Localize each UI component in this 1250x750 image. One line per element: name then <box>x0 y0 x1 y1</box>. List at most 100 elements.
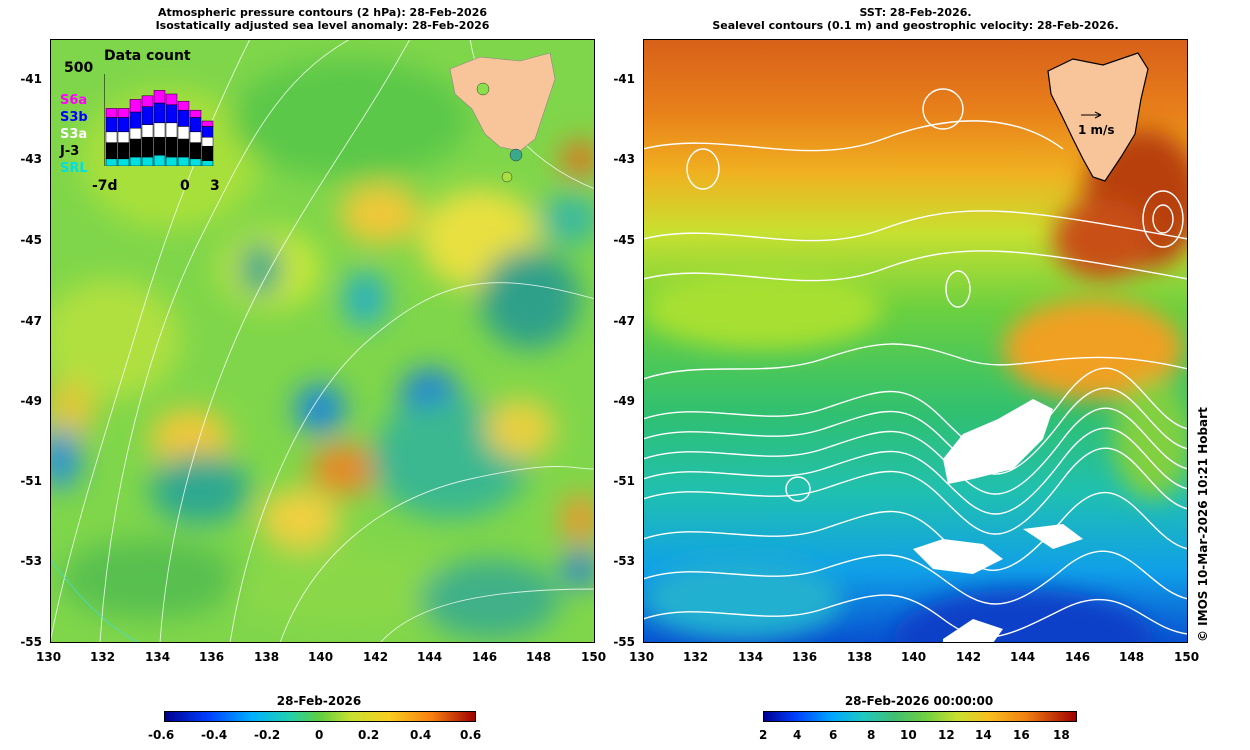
histogram-bar-segment <box>141 136 154 158</box>
lon-tick: 136 <box>199 650 225 664</box>
histogram-bar-segment <box>201 136 214 147</box>
sat-label-srl: SRL <box>60 161 88 176</box>
data-count-max: 500 <box>64 60 94 76</box>
sat-label-j3: J-3 <box>60 144 80 159</box>
data-count-x-left: -7d <box>92 178 118 194</box>
lat-tick: -45 <box>613 233 635 247</box>
histogram-bar-segment <box>141 124 154 138</box>
lon-tick: 140 <box>901 650 927 664</box>
histogram-bar-segment <box>105 158 118 166</box>
lon-tick: 148 <box>526 650 552 664</box>
lat-tick: -49 <box>613 394 635 408</box>
histogram-bar-segment <box>177 126 190 140</box>
histogram-bar-segment <box>189 142 202 160</box>
cb-tick: -0.4 <box>201 728 228 742</box>
sat-label-s3b: S3b <box>60 110 88 125</box>
velocity-scale-label: 1 m/s <box>1078 123 1115 137</box>
lon-tick: 144 <box>417 650 443 664</box>
lat-tick: -43 <box>613 152 635 166</box>
cb-tick: 0.4 <box>410 728 432 742</box>
lat-tick: -41 <box>613 72 635 86</box>
histogram-bar-segment <box>105 108 118 118</box>
right-lon-axis: 130 132 134 136 138 140 142 144 146 148 … <box>629 650 1199 670</box>
right-title-line1: SST: 28-Feb-2026. <box>859 6 972 19</box>
lat-tick: -47 <box>20 314 42 328</box>
histogram-bar-segment <box>201 120 214 127</box>
histogram-bar-segment <box>189 117 202 133</box>
lon-tick: 130 <box>629 650 655 664</box>
left-title-line1: Atmospheric pressure contours (2 hPa): 2… <box>157 6 488 19</box>
histogram-bar-segment <box>165 122 178 138</box>
data-count-inset: Data count 500 S6a S3b S3a J-3 SRL -7d 0… <box>52 46 222 196</box>
histogram-bar-segment <box>129 99 142 113</box>
right-panel-title: SST: 28-Feb-2026. Sealevel contours (0.1… <box>643 6 1188 32</box>
data-count-histogram <box>104 74 214 166</box>
histogram-bar-segment <box>189 109 202 118</box>
histogram-bar-segment <box>201 160 214 166</box>
data-count-title: Data count <box>104 48 191 64</box>
histogram-bar-segment <box>141 106 154 125</box>
histogram-bar-segment <box>153 136 166 156</box>
lon-tick: 142 <box>363 650 389 664</box>
lon-tick: 134 <box>738 650 764 664</box>
histogram-bar-segment <box>105 131 118 143</box>
histogram-bar-segment <box>165 93 178 106</box>
histogram-bar-segment <box>129 138 142 158</box>
sat-label-s6a: S6a <box>60 93 88 108</box>
histogram-bar-segment <box>153 122 166 138</box>
histogram-bar-segment <box>177 100 190 111</box>
histogram-bar-segment <box>129 127 142 140</box>
histogram-bar-segment <box>129 156 142 166</box>
lat-tick: -43 <box>20 152 42 166</box>
lon-tick: 136 <box>792 650 818 664</box>
cb-tick: 12 <box>938 728 955 742</box>
histogram-bar-segment <box>177 109 190 127</box>
lat-tick: -51 <box>613 474 635 488</box>
left-title-line2: Isostatically adjusted sea level anomaly… <box>155 19 490 32</box>
lat-tick: -47 <box>613 314 635 328</box>
lat-tick: -55 <box>20 635 42 649</box>
histogram-bar-segment <box>201 145 214 161</box>
cb-tick: 0.2 <box>358 728 380 742</box>
lon-tick: 138 <box>254 650 280 664</box>
imos-credit: © IMOS 10-Mar-2026 10:21 Hobart <box>1196 407 1210 642</box>
right-colorbar-ticks: 2 4 6 8 10 12 14 16 18 <box>759 728 1075 744</box>
histogram-bar-segment <box>201 126 214 138</box>
histogram-bar-segment <box>153 90 166 104</box>
lon-tick: 140 <box>308 650 334 664</box>
histogram-bar-segment <box>141 95 154 107</box>
right-title-line2: Sealevel contours (0.1 m) and geostrophi… <box>712 19 1119 32</box>
histogram-bar-segment <box>117 117 130 133</box>
data-count-x-right: 3 <box>210 178 220 194</box>
sea-level-anomaly-map <box>50 39 595 643</box>
histogram-bar-segment <box>177 156 190 166</box>
lon-tick: 150 <box>581 650 607 664</box>
right-colorbar-title: 28-Feb-2026 00:00:00 <box>844 694 994 708</box>
histogram-bar-segment <box>153 102 166 124</box>
lat-tick: -45 <box>20 233 42 247</box>
histogram-bar-segment <box>165 104 178 124</box>
lat-tick: -41 <box>20 72 42 86</box>
histogram-bar-segment <box>189 131 202 143</box>
histogram-bar-segment <box>165 136 178 158</box>
lon-tick: 142 <box>956 650 982 664</box>
lon-tick: 148 <box>1119 650 1145 664</box>
right-lat-axis: -41 -43 -45 -47 -49 -51 -53 -55 <box>596 39 641 649</box>
lon-tick: 132 <box>90 650 116 664</box>
histogram-bar-segment <box>141 156 154 166</box>
cb-tick: 10 <box>900 728 917 742</box>
histogram-bar-segment <box>129 111 142 129</box>
cb-tick: 8 <box>867 728 876 742</box>
lon-tick: 138 <box>847 650 873 664</box>
cb-tick: 0.6 <box>460 728 482 742</box>
histogram-bar-segment <box>189 158 202 166</box>
lat-tick: -51 <box>20 474 42 488</box>
lon-tick: 130 <box>36 650 62 664</box>
lat-tick: -49 <box>20 394 42 408</box>
cb-tick: 16 <box>1013 728 1030 742</box>
cb-tick: 4 <box>793 728 802 742</box>
lat-tick: -55 <box>613 635 635 649</box>
histogram-bar-segment <box>165 156 178 166</box>
left-lat-axis: -41 -43 -45 -47 -49 -51 -53 -55 <box>0 39 48 649</box>
cb-tick: 14 <box>975 728 992 742</box>
